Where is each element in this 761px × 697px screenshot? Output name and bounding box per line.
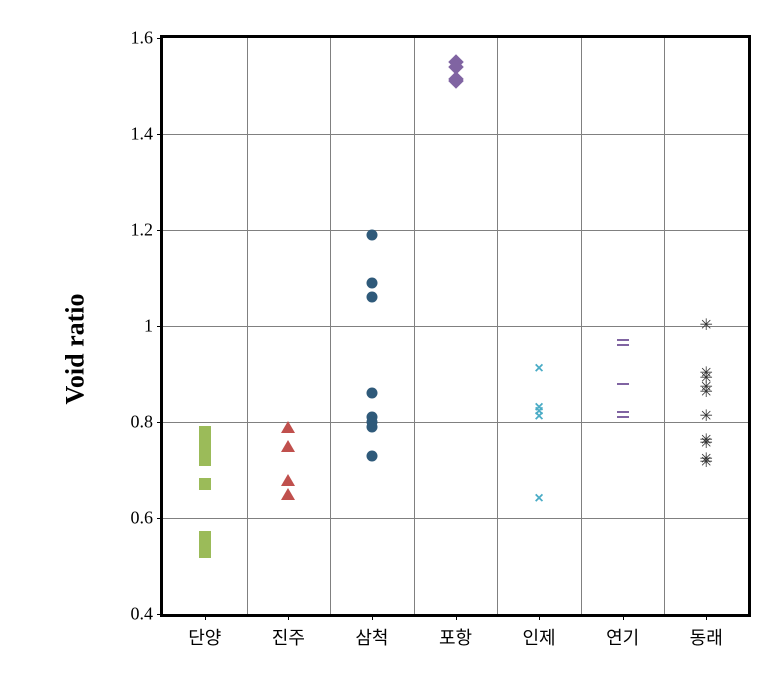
data-point [199, 454, 211, 466]
gridline-horizontal [163, 422, 748, 423]
data-point [281, 421, 295, 433]
data-point [366, 292, 377, 303]
data-point [617, 416, 629, 418]
gridline-horizontal [163, 230, 748, 231]
data-point [199, 478, 211, 490]
data-point [366, 450, 377, 461]
gridline-vertical [664, 38, 665, 614]
x-tick-mark [372, 614, 373, 620]
data-point [448, 71, 464, 87]
data-point [281, 440, 295, 452]
gridline-vertical [247, 38, 248, 614]
x-tick-label: 동래 [690, 624, 723, 650]
x-tick-mark [623, 614, 624, 620]
data-point: ✳ [700, 436, 713, 452]
y-tick-mark [157, 38, 163, 39]
gridline-vertical [581, 38, 582, 614]
y-tick-mark [157, 230, 163, 231]
data-point: ✳ [700, 455, 713, 471]
x-tick-label: 진주 [272, 624, 305, 650]
data-point [617, 339, 629, 341]
x-tick-mark [456, 614, 457, 620]
data-point [617, 411, 629, 413]
data-point: ✳ [700, 409, 713, 425]
data-point [617, 344, 629, 346]
y-tick-mark [157, 518, 163, 519]
y-tick-label: 1 [144, 316, 153, 337]
plot-wrap: 0.40.60.811.21.41.6단양진주삼척포항인제연기동래×××××✳✳… [110, 35, 751, 617]
gridline-vertical [497, 38, 498, 614]
y-tick-mark [157, 614, 163, 615]
x-tick-mark [205, 614, 206, 620]
plot-area: 0.40.60.811.21.41.6단양진주삼척포항인제연기동래×××××✳✳… [160, 35, 751, 617]
y-tick-label: 0.6 [131, 508, 154, 529]
data-point: × [534, 409, 543, 425]
x-tick-label: 포항 [439, 624, 472, 650]
x-tick-label: 단양 [188, 624, 221, 650]
data-point [366, 229, 377, 240]
data-point [366, 277, 377, 288]
data-point: × [534, 491, 543, 507]
y-tick-label: 0.4 [131, 604, 154, 625]
data-point: ✳ [700, 318, 713, 334]
data-point [366, 388, 377, 399]
x-tick-mark [706, 614, 707, 620]
data-point [281, 474, 295, 486]
x-tick-label: 인제 [523, 624, 556, 650]
data-point: ✳ [700, 385, 713, 401]
gridline-horizontal [163, 326, 748, 327]
x-tick-mark [539, 614, 540, 620]
void-ratio-chart: Void ratio 0.4 0.6 0.8 1 1.2 1.4 1.6 단양 진주 삼척 포항 인제… [20, 20, 761, 677]
y-axis-label: Void ratio [61, 293, 91, 404]
y-tick-label: 1.2 [131, 220, 154, 241]
data-point [366, 421, 377, 432]
gridline-horizontal [163, 134, 748, 135]
gridline-vertical [330, 38, 331, 614]
y-tick-label: 1.6 [131, 28, 154, 49]
y-tick-mark [157, 134, 163, 135]
y-tick-mark [157, 422, 163, 423]
y-tick-mark [157, 326, 163, 327]
data-point: × [534, 361, 543, 377]
data-point [199, 546, 211, 558]
x-tick-label: 삼척 [355, 624, 388, 650]
gridline-vertical [414, 38, 415, 614]
data-point [617, 383, 629, 385]
y-tick-label: 1.4 [131, 124, 154, 145]
x-tick-label: 연기 [606, 624, 639, 650]
gridline-horizontal [163, 518, 748, 519]
data-point [281, 488, 295, 500]
x-tick-mark [288, 614, 289, 620]
y-tick-label: 0.8 [131, 412, 154, 433]
